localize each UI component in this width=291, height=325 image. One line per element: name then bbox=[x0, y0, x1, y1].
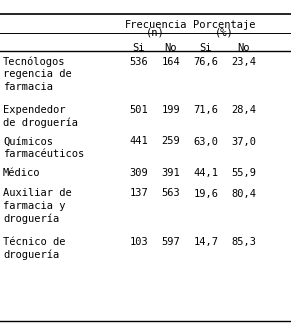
Text: 259: 259 bbox=[162, 136, 180, 147]
Text: 28,4: 28,4 bbox=[231, 105, 256, 115]
Text: Si: Si bbox=[200, 43, 212, 53]
Text: 63,0: 63,0 bbox=[193, 136, 218, 147]
Text: (%): (%) bbox=[215, 28, 233, 38]
Text: Porcentaje: Porcentaje bbox=[193, 20, 255, 30]
Text: 536: 536 bbox=[129, 57, 148, 67]
Text: 71,6: 71,6 bbox=[193, 105, 218, 115]
Text: No: No bbox=[237, 43, 250, 53]
Text: 441: 441 bbox=[129, 136, 148, 147]
Text: 44,1: 44,1 bbox=[193, 168, 218, 178]
Text: 597: 597 bbox=[162, 237, 180, 247]
Text: 563: 563 bbox=[162, 188, 180, 199]
Text: Auxiliar de
farmacia y
droguería: Auxiliar de farmacia y droguería bbox=[3, 188, 72, 224]
Text: 103: 103 bbox=[129, 237, 148, 247]
Text: Médico: Médico bbox=[3, 168, 40, 178]
Text: 309: 309 bbox=[129, 168, 148, 178]
Text: Expendedor
de droguería: Expendedor de droguería bbox=[3, 105, 78, 128]
Text: (n): (n) bbox=[146, 28, 165, 38]
Text: 137: 137 bbox=[129, 188, 148, 199]
Text: 14,7: 14,7 bbox=[193, 237, 218, 247]
Text: 164: 164 bbox=[162, 57, 180, 67]
Text: No: No bbox=[165, 43, 177, 53]
Text: Frecuencia: Frecuencia bbox=[125, 20, 187, 30]
Text: 391: 391 bbox=[162, 168, 180, 178]
Text: 23,4: 23,4 bbox=[231, 57, 256, 67]
Text: 37,0: 37,0 bbox=[231, 136, 256, 147]
Text: Si: Si bbox=[133, 43, 145, 53]
Text: 199: 199 bbox=[162, 105, 180, 115]
Text: 76,6: 76,6 bbox=[193, 57, 218, 67]
Text: Tecnólogos
regencia de
farmacia: Tecnólogos regencia de farmacia bbox=[3, 57, 72, 92]
Text: 55,9: 55,9 bbox=[231, 168, 256, 178]
Text: Químicos
farmacéuticos: Químicos farmacéuticos bbox=[3, 136, 84, 159]
Text: 85,3: 85,3 bbox=[231, 237, 256, 247]
Text: 80,4: 80,4 bbox=[231, 188, 256, 199]
Text: Técnico de
droguería: Técnico de droguería bbox=[3, 237, 65, 260]
Text: 19,6: 19,6 bbox=[193, 188, 218, 199]
Text: 501: 501 bbox=[129, 105, 148, 115]
